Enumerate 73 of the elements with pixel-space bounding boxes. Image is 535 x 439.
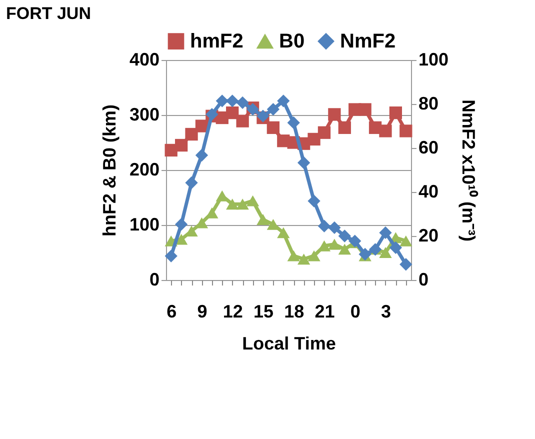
point — [164, 250, 178, 262]
y-tick-label: 200 — [129, 160, 160, 180]
x-tick-label: 15 — [253, 302, 274, 322]
legend-label: B0 — [279, 30, 305, 52]
point — [358, 103, 372, 116]
point — [185, 176, 198, 190]
point — [379, 226, 392, 240]
point — [308, 250, 320, 262]
x-tick-label: 3 — [380, 302, 391, 322]
y-tick-label: 100 — [129, 214, 160, 234]
point — [389, 106, 402, 120]
x-tick-label: 21 — [314, 302, 335, 322]
point — [287, 250, 300, 262]
point — [236, 114, 249, 128]
point — [246, 195, 260, 206]
point — [266, 102, 280, 116]
point — [400, 124, 412, 138]
point — [308, 194, 320, 208]
point — [318, 220, 331, 232]
y2-tick-label: 100 — [418, 50, 449, 70]
point — [318, 126, 331, 139]
point — [226, 94, 239, 108]
point — [338, 121, 351, 134]
point — [216, 94, 228, 108]
point — [256, 214, 270, 225]
y2-tick-label: 0 — [418, 270, 429, 290]
point — [266, 121, 280, 134]
y2-tick-label: 60 — [418, 138, 439, 158]
point — [338, 230, 351, 242]
point — [358, 248, 372, 261]
point — [379, 124, 392, 138]
point — [236, 198, 249, 210]
chart-title: FORT JUN — [6, 4, 91, 23]
point — [308, 132, 320, 146]
point — [236, 96, 249, 110]
point — [389, 241, 402, 254]
point — [400, 235, 412, 246]
point — [328, 221, 341, 234]
x-tick-label: 0 — [350, 302, 360, 322]
x-axis-title: Local Time — [242, 334, 336, 354]
legend-label: NmF2 — [340, 30, 396, 52]
point — [400, 258, 412, 271]
point — [328, 108, 341, 121]
point — [338, 244, 351, 255]
y2-tick-label: 20 — [418, 226, 439, 246]
point — [174, 138, 188, 152]
point — [174, 234, 188, 245]
point — [297, 156, 310, 170]
point — [174, 218, 188, 231]
legend-label: hmF2 — [190, 30, 244, 52]
point — [297, 254, 310, 265]
x-tick-label: 9 — [197, 302, 208, 322]
y2-tick-label: 40 — [418, 182, 439, 202]
point — [226, 198, 239, 210]
y-tick-label: 300 — [129, 104, 160, 124]
point — [195, 148, 208, 162]
point — [348, 234, 362, 248]
point — [277, 227, 290, 238]
point — [287, 116, 300, 130]
y-tick-label: 0 — [149, 270, 160, 290]
point — [328, 238, 341, 250]
y-tick-label: 400 — [129, 50, 160, 70]
x-tick-label: 6 — [166, 302, 177, 322]
point — [226, 106, 239, 120]
y-axis-title: hnF2 & B0 (km) — [99, 104, 120, 237]
point — [318, 240, 331, 252]
x-tick-label: 12 — [222, 302, 243, 322]
point — [277, 94, 290, 108]
point — [185, 128, 198, 141]
y2-tick-label: 80 — [418, 94, 439, 114]
point — [379, 247, 392, 258]
y2-axis-title: NmF2 x10¹⁰ (m⁻³) — [458, 99, 479, 242]
x-tick-label: 18 — [284, 302, 304, 322]
